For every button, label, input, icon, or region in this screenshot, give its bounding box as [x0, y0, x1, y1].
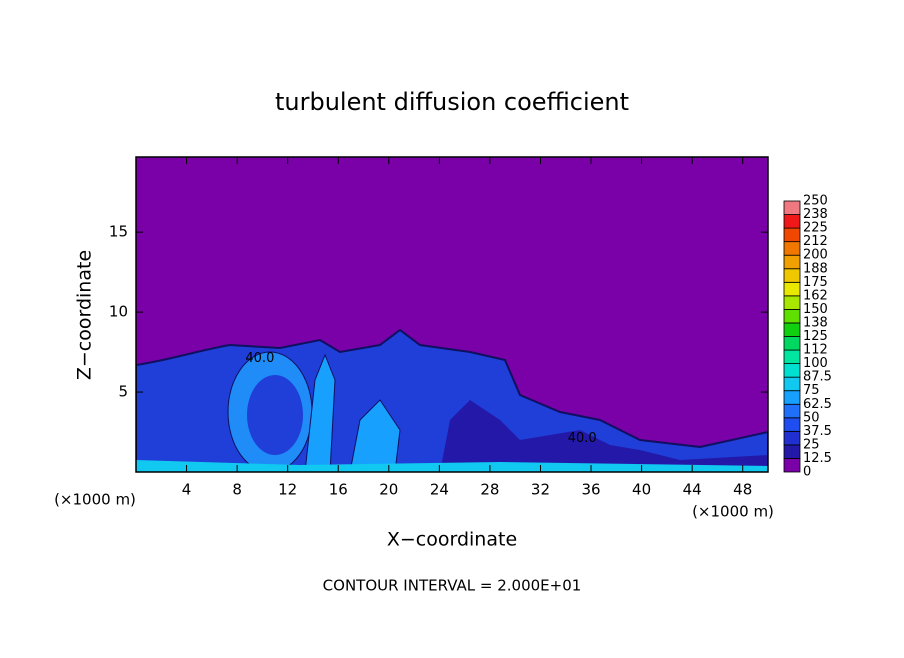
- x-tick-label: 40: [632, 481, 651, 499]
- colorbar-box: [783, 403, 801, 419]
- field-region: [349, 399, 401, 472]
- field: [136, 157, 768, 472]
- colorbar-label: 12.5: [803, 451, 832, 466]
- y-axis-label: Z−coordinate: [74, 250, 96, 380]
- footer: CONTOUR INTERVAL = 2.000E+01: [323, 577, 582, 595]
- colorbar-box: [783, 444, 801, 459]
- colorbar-label: 112: [803, 343, 828, 358]
- colorbar-box: [783, 322, 801, 337]
- colorbar-box: [783, 430, 801, 446]
- y-tick-label: 15: [109, 223, 128, 241]
- colorbar-label: 25: [803, 437, 820, 452]
- x-tick-label: 12: [278, 481, 297, 499]
- colorbar-label: 87.5: [803, 370, 832, 385]
- contour-label: 40.0: [568, 431, 597, 446]
- colorbar-box: [783, 268, 801, 283]
- colorbar-label: 150: [803, 302, 828, 317]
- x-tick-label: 24: [430, 481, 449, 499]
- x-tick-label: 8: [232, 481, 242, 499]
- colorbar-box: [783, 214, 801, 229]
- colorbar-box: [783, 376, 801, 392]
- x-axis-label: X−coordinate: [387, 529, 517, 551]
- colorbar-label: 212: [803, 234, 828, 249]
- colorbar-label: 75: [803, 383, 820, 398]
- field-region: [247, 375, 303, 455]
- field-region: [304, 353, 336, 472]
- x-tick-label: 48: [733, 481, 752, 499]
- colorbar-box: [783, 336, 801, 351]
- field-region: [136, 460, 768, 472]
- colorbar-box: [783, 417, 801, 432]
- plot-frame: [135, 156, 769, 473]
- x-tick-label: 44: [683, 481, 702, 499]
- field-region: [440, 400, 768, 472]
- colorbar-label: 200: [803, 248, 828, 263]
- colorbar-label: 188: [803, 261, 828, 276]
- x-tick-label: 16: [329, 481, 348, 499]
- colorbar-box: [783, 390, 801, 405]
- colorbar-label: 0: [803, 465, 811, 480]
- colorbar-box: [783, 281, 801, 297]
- y-tick-label: 5: [118, 383, 128, 401]
- colorbar-label: 225: [803, 221, 828, 236]
- colorbar-box: [783, 295, 801, 310]
- y-tick-label: 10: [109, 303, 128, 321]
- colorbar-label: 162: [803, 288, 828, 303]
- colorbar-box: [783, 254, 801, 270]
- colorbar-box: [783, 308, 801, 324]
- x-tick-label: 36: [581, 481, 600, 499]
- colorbar-label: 125: [803, 329, 828, 344]
- colorbar-label: 175: [803, 275, 828, 290]
- colorbar-box: [783, 227, 801, 243]
- x-tick-label: 4: [182, 481, 192, 499]
- colorbar-box: [783, 363, 801, 378]
- x-tick-label: 28: [480, 481, 499, 499]
- x-tick-label: 32: [531, 481, 550, 499]
- colorbar-box: [783, 241, 801, 256]
- contour-label: 40.0: [245, 351, 274, 366]
- x-tick-label: 20: [379, 481, 398, 499]
- x-unit-label: (×1000 m): [54, 491, 136, 509]
- chart-title: turbulent diffusion coefficient: [275, 88, 629, 116]
- colorbar-label: 100: [803, 356, 828, 371]
- colorbar-label: 50: [803, 410, 820, 425]
- colorbar-label: 37.5: [803, 424, 832, 439]
- colorbar-label: 62.5: [803, 397, 832, 412]
- colorbar-label: 138: [803, 315, 828, 330]
- colorbar-label: 238: [803, 207, 828, 222]
- colorbar-box: [783, 200, 801, 215]
- colorbar-box: [783, 349, 801, 364]
- colorbar-box: [783, 458, 801, 473]
- x-unit-label: (×1000 m): [692, 503, 774, 521]
- colorbar-label: 250: [803, 194, 828, 209]
